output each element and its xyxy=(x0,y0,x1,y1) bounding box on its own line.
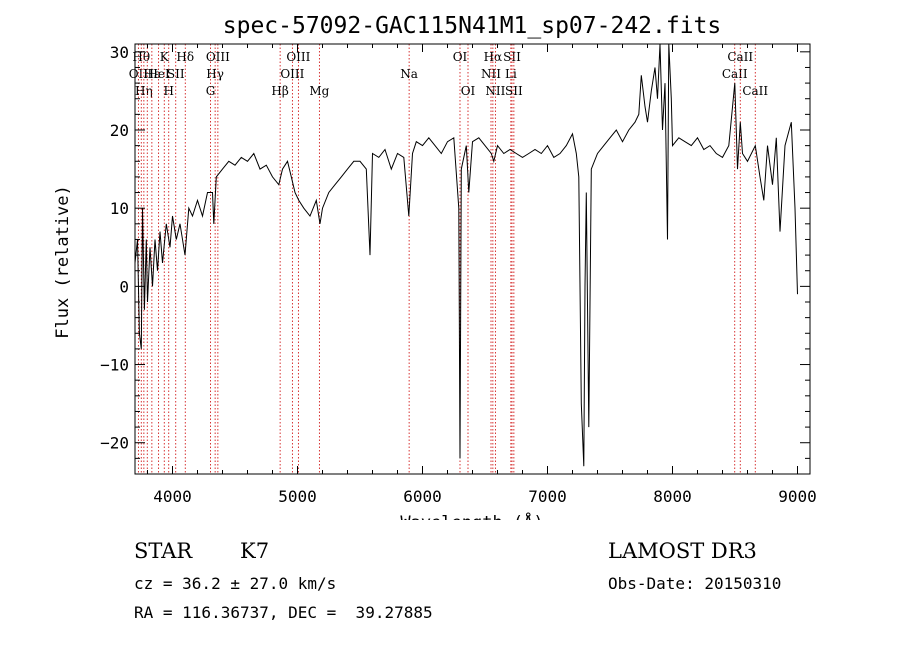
line-label-24: SII xyxy=(503,50,521,64)
line-label-6: K xyxy=(160,50,170,64)
line-label-5: HeI xyxy=(147,67,170,81)
line-label-14: OIII xyxy=(280,67,304,81)
object-class: STAR xyxy=(134,539,193,563)
series-flux-line xyxy=(134,43,798,467)
x-tick-label-7000: 7000 xyxy=(528,487,567,506)
line-label-1: Hθ xyxy=(132,50,150,64)
coordinates: RA = 116.36737, DEC = 39.27885 xyxy=(134,603,433,622)
line-label-26: CaII xyxy=(722,67,748,81)
line-label-25: SII xyxy=(505,84,523,98)
x-tick-label-6000: 6000 xyxy=(403,487,442,506)
line-label-22: NII xyxy=(485,84,505,98)
line-label-28: CaII xyxy=(742,84,768,98)
y-tick-label-20: 20 xyxy=(110,121,129,140)
line-label-4: Hε xyxy=(144,67,161,81)
line-label-21: Hα xyxy=(484,50,503,64)
y-tick-label-0: 0 xyxy=(119,277,129,296)
line-label-20: NII xyxy=(481,67,501,81)
line-label-23: Li xyxy=(505,67,517,81)
y-tick-label-10: 10 xyxy=(110,199,129,218)
x-tick-label-4000: 4000 xyxy=(153,487,192,506)
x-tick-label-5000: 5000 xyxy=(278,487,317,506)
line-label-10: G xyxy=(206,84,216,98)
x-tick-label-9000: 9000 xyxy=(778,487,817,506)
axis-ticks: 4000 5000 6000 7000 8000 9000 −20 −10 0 10 20 30 xyxy=(100,43,817,506)
x-axis-label: Wavelength (Å) xyxy=(400,511,543,520)
redshift-info: cz = 36.2 ± 27.0 km/s xyxy=(134,574,337,593)
line-label-9: Hδ xyxy=(176,50,194,64)
line-label-2: Hη xyxy=(135,84,153,98)
survey-name: LAMOST DR3 xyxy=(608,539,757,563)
line-label-27: CaII xyxy=(727,50,753,64)
line-label-0: OII xyxy=(129,67,149,81)
line-label-15: OIII xyxy=(286,50,310,64)
spectrum-chart: spec-57092-GAC115N41M1_sp07-242.fits OII… xyxy=(53,13,817,520)
plot-frame xyxy=(134,43,811,475)
y-tick-label--10: −10 xyxy=(100,356,129,375)
y-tick-label--20: −20 xyxy=(100,434,129,453)
line-label-13: Hβ xyxy=(271,84,288,98)
line-label-12: OIII xyxy=(206,50,230,64)
line-label-11: Hγ xyxy=(206,67,224,81)
line-label-7: H xyxy=(164,84,174,98)
obs-date: Obs-Date: 20150310 xyxy=(608,574,782,593)
line-label-18: OI xyxy=(453,50,468,64)
line-label-17: Na xyxy=(400,67,418,81)
line-label-19: OI xyxy=(461,84,476,98)
y-tick-label-30: 30 xyxy=(110,43,129,62)
y-axis-label: Flux (relative) xyxy=(53,185,73,339)
x-tick-label-8000: 8000 xyxy=(653,487,692,506)
chart-title: spec-57092-GAC115N41M1_sp07-242.fits xyxy=(223,13,722,39)
line-label-16: Mg xyxy=(309,84,329,98)
object-subclass: K7 xyxy=(240,539,270,563)
series-layer xyxy=(134,43,798,467)
line-label-8: SII xyxy=(167,67,185,81)
